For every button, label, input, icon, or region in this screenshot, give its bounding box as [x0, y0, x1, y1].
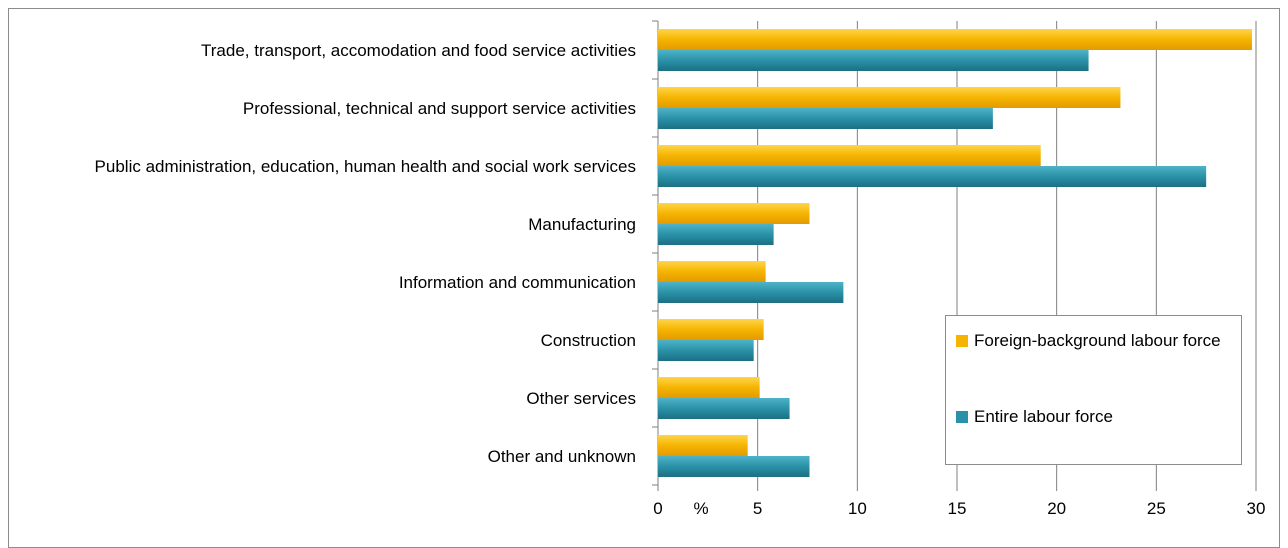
bar-entire	[658, 456, 810, 477]
bar-entire	[658, 398, 790, 419]
legend-label-entire: Entire labour force	[974, 407, 1113, 426]
x-tick-label: 5	[753, 499, 762, 518]
bar-entire	[658, 50, 1089, 71]
bar-foreign	[658, 87, 1121, 108]
category-label-line: Manufacturing	[528, 215, 636, 234]
category-label-line: Construction	[541, 331, 636, 350]
category-label-line: Professional, technical and support serv…	[243, 99, 636, 118]
bar-entire	[658, 166, 1207, 187]
x-tick-label: 25	[1147, 499, 1166, 518]
bar-foreign	[658, 435, 748, 456]
bar-foreign	[658, 319, 764, 340]
category-label-line: Public administration, education, human …	[95, 157, 636, 176]
legend-label-foreign: Foreign-background labour force	[974, 331, 1221, 350]
bar-entire	[658, 108, 993, 129]
category-label-line: Trade, transport, accomodation and food …	[201, 41, 636, 60]
bar-foreign	[658, 145, 1041, 166]
legend-swatch-foreign	[956, 335, 968, 347]
bar-foreign	[658, 203, 810, 224]
category-label: Other services	[526, 389, 636, 408]
category-label: Professional, technical and support serv…	[243, 99, 636, 118]
category-label: Construction	[541, 331, 636, 350]
legend-item-foreign: Foreign-background labour force	[956, 330, 1236, 352]
x-tick-label: 20	[1047, 499, 1066, 518]
bar-entire	[658, 340, 754, 361]
x-tick-label: 0	[653, 499, 662, 518]
category-label-line: Other services	[526, 389, 636, 408]
category-label-line: Other and unknown	[488, 447, 636, 466]
category-label-line: Information and communication	[399, 273, 636, 292]
category-label: Manufacturing	[528, 215, 636, 234]
category-label: Information and communication	[399, 273, 636, 292]
category-label: Trade, transport, accomodation and food …	[201, 41, 636, 60]
bar-entire	[658, 282, 844, 303]
legend: Foreign-background labour force Entire l…	[945, 315, 1242, 465]
bar-foreign	[658, 261, 766, 282]
bar-foreign	[658, 377, 760, 398]
x-axis-label: %	[693, 499, 708, 518]
legend-swatch-entire	[956, 411, 968, 423]
bar-entire	[658, 224, 774, 245]
category-label: Other and unknown	[488, 447, 636, 466]
x-tick-label: 15	[948, 499, 967, 518]
x-tick-label: 30	[1247, 499, 1266, 518]
category-label: Public administration, education, human …	[95, 157, 636, 176]
legend-item-entire: Entire labour force	[956, 406, 1113, 428]
bar-foreign	[658, 29, 1253, 50]
x-tick-label: 10	[848, 499, 867, 518]
